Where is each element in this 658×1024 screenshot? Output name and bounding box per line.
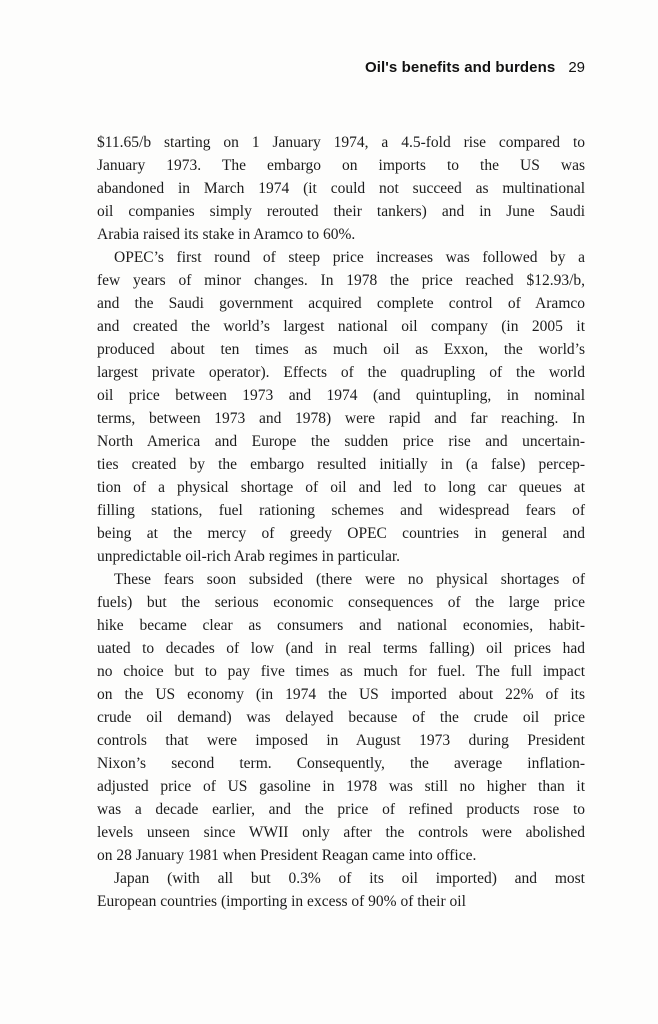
paragraph: Japan (with all but 0.3% of its oil impo…: [97, 867, 585, 913]
text-line: on 28 January 1981 when President Reagan…: [97, 847, 477, 864]
page-body: $11.65/b starting on 1 January 1974, a 4…: [97, 131, 585, 913]
text-line: unpredictable oil-rich Arab regimes in p…: [97, 548, 400, 565]
text-line: filling stations, fuel rationing schemes…: [97, 502, 585, 519]
text-line: Arabia raised its stake in Aramco to 60%…: [97, 226, 356, 243]
text-line: fuels) but the serious economic conseque…: [97, 594, 585, 611]
text-line: few years of minor changes. In 1978 the …: [97, 272, 585, 289]
text-line: Japan (with all but 0.3% of its oil impo…: [114, 870, 585, 887]
text-line: North America and Europe the sudden pric…: [97, 433, 585, 450]
text-line: tion of a physical shortage of oil and l…: [97, 479, 585, 496]
running-head-title: Oil's benefits and burdens: [364, 59, 556, 76]
text-line: uated to decades of low (and in real ter…: [97, 640, 585, 657]
text-line: levels unseen since WWII only after the …: [97, 824, 585, 841]
page-header: Oil's benefits and burdens 29: [0, 58, 585, 77]
text-line: OPEC’s first round of steep price increa…: [114, 249, 585, 266]
text-line: controls that were imposed in August 197…: [97, 732, 585, 749]
text-line: hike became clear as consumers and natio…: [97, 617, 585, 634]
text-line: terms, between 1973 and 1978) were rapid…: [97, 410, 585, 427]
text-line: These fears soon subsided (there were no…: [114, 571, 585, 588]
text-line: oil price between 1973 and 1974 (and qui…: [97, 387, 585, 404]
text-line: European countries (importing in excess …: [97, 893, 466, 910]
text-line: produced about ten times as much oil as …: [97, 341, 585, 358]
text-line: January 1973. The embargo on imports to …: [97, 157, 585, 174]
page-number: 29: [568, 59, 585, 76]
paragraph: OPEC’s first round of steep price increa…: [97, 246, 585, 568]
text-line: crude oil demand) was delayed because of…: [97, 709, 585, 726]
text-line: being at the mercy of greedy OPEC countr…: [97, 525, 585, 542]
paragraph: These fears soon subsided (there were no…: [97, 568, 585, 867]
text-line: adjusted price of US gasoline in 1978 wa…: [97, 778, 585, 795]
text-line: $11.65/b starting on 1 January 1974, a 4…: [97, 134, 585, 151]
text-line: oil companies simply rerouted their tank…: [97, 203, 585, 220]
text-line: and created the world’s largest national…: [97, 318, 585, 335]
text-line: largest private operator). Effects of th…: [97, 364, 585, 381]
text-line: abandoned in March 1974 (it could not su…: [97, 180, 585, 197]
paragraph: $11.65/b starting on 1 January 1974, a 4…: [97, 131, 585, 246]
text-line: on the US economy (in 1974 the US import…: [97, 686, 585, 703]
text-line: ties created by the embargo resulted ini…: [97, 456, 585, 473]
text-line: Nixon’s second term. Consequently, the a…: [97, 755, 585, 772]
text-line: was a decade earlier, and the price of r…: [97, 801, 585, 818]
text-line: no choice but to pay five times as much …: [97, 663, 585, 680]
text-line: and the Saudi government acquired comple…: [97, 295, 585, 312]
